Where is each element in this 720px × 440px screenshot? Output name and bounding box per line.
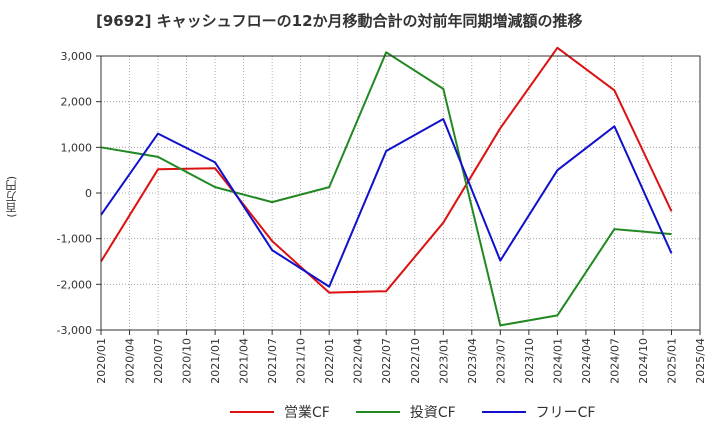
legend-item-free-cf: フリーCF	[481, 402, 596, 422]
chart-title: [9692] キャッシュフローの12か月移動合計の対前年同期増減額の推移	[96, 12, 583, 30]
x-tick-label: 2021/07	[266, 338, 279, 384]
series-line-investing-cf	[100, 51, 672, 327]
x-tick-label: 2022/10	[409, 338, 422, 384]
x-tick-label: 2021/01	[209, 338, 222, 384]
y-tick-label: -1,000	[57, 233, 92, 246]
y-tick-label: 0	[85, 187, 92, 200]
series-line-free-cf	[100, 118, 673, 288]
x-tick-label: 2020/07	[152, 338, 165, 384]
legend-swatch-free-cf	[481, 411, 526, 413]
x-tick-label: 2023/07	[494, 338, 507, 384]
legend-swatch-investing-cf	[355, 411, 400, 413]
x-axis-ticks: 2020/01 2020/04 2020/07 2020/10 2021/01 2021/…	[95, 330, 707, 384]
legend-item-investing-cf: 投資CF	[355, 402, 456, 422]
x-tick-label: 2023/01	[437, 338, 450, 384]
x-tick-label: 2020/04	[124, 338, 137, 384]
series-line-operating-cf	[100, 46, 673, 294]
x-tick-label: 2025/01	[665, 338, 678, 384]
line-chart: -3,000 -2,000 -1,000 0 1,000 2,000 3,000 2020/…	[57, 46, 707, 384]
legend: 営業CF 投資CF フリーCF	[230, 402, 595, 422]
legend-label-operating-cf: 営業CF	[284, 405, 330, 421]
legend-label-investing-cf: 投資CF	[409, 405, 456, 421]
y-tick-label: 2,000	[61, 96, 93, 109]
y-axis-ticks: -3,000 -2,000 -1,000 0 1,000 2,000 3,000	[57, 50, 101, 337]
x-tick-label: 2020/01	[95, 338, 108, 384]
series-lines	[100, 46, 673, 327]
x-tick-label: 2022/01	[323, 338, 336, 384]
x-tick-label: 2021/10	[295, 338, 308, 384]
x-tick-label: 2023/04	[466, 338, 479, 384]
legend-item-operating-cf: 営業CF	[230, 402, 330, 422]
x-tick-label: 2025/04	[694, 338, 707, 384]
x-tick-label: 2024/04	[580, 338, 593, 384]
grid-lines	[101, 55, 700, 331]
x-tick-label: 2023/10	[523, 338, 536, 384]
x-tick-label: 2024/10	[637, 338, 650, 384]
x-tick-label: 2021/04	[238, 338, 251, 384]
legend-label-free-cf: フリーCF	[535, 405, 596, 421]
plot-area-background	[101, 56, 700, 330]
legend-swatch-operating-cf	[230, 411, 274, 413]
y-tick-label: 3,000	[61, 50, 93, 63]
x-tick-label: 2022/07	[380, 338, 393, 384]
x-tick-label: 2022/04	[352, 338, 365, 384]
y-tick-label: -3,000	[57, 324, 92, 337]
x-tick-label: 2020/10	[181, 338, 194, 384]
y-tick-label: -2,000	[57, 278, 92, 291]
x-tick-label: 2024/01	[551, 338, 564, 384]
y-tick-label: 1,000	[61, 141, 93, 154]
x-tick-label: 2024/07	[608, 338, 621, 384]
